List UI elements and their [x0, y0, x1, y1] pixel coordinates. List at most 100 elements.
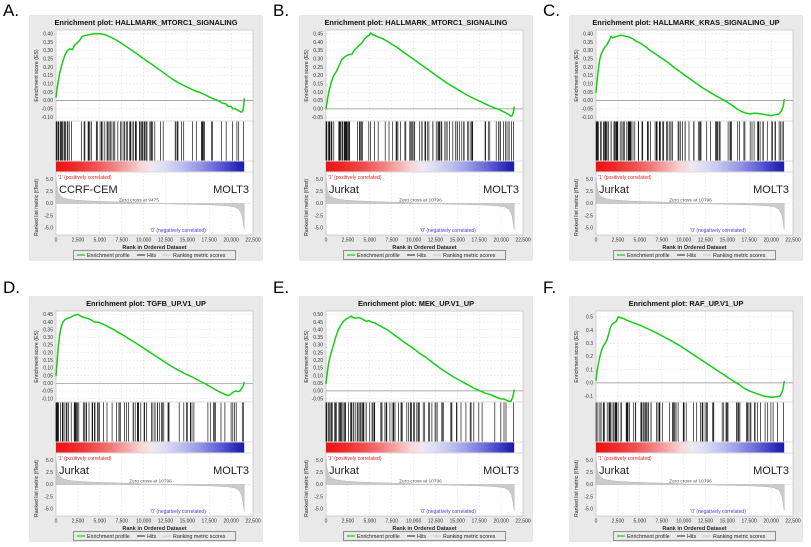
- es-tick-label: 0.00: [313, 107, 323, 113]
- es-tick-label: 0.35: [43, 40, 53, 46]
- zero-cross-label: Zero cross at 10796: [399, 198, 442, 204]
- es-tick-label: 0.40: [583, 31, 593, 37]
- enrichment-profile-curve: [55, 313, 245, 397]
- panel-title: Enrichment plot: HALLMARK_KRAS_SIGNALING…: [592, 18, 780, 27]
- x-tick-label: 20,000: [493, 519, 509, 525]
- es-tick-label: 0.00: [43, 98, 53, 104]
- legend-hits-label: Hits: [687, 253, 696, 259]
- metric-tick-label: 0.0: [46, 201, 53, 207]
- es-tick-label: 0.20: [313, 358, 323, 364]
- es-tick-label: 0.15: [43, 73, 53, 79]
- es-tick-label: 0.00: [313, 389, 323, 395]
- x-tick-label: 2,500: [72, 519, 85, 525]
- x-tick-label: 0: [325, 238, 328, 244]
- negatively-correlated-label: '0' (negatively correlated): [690, 228, 746, 234]
- es-tick-label: 0.00: [583, 98, 593, 104]
- es-tick-label: 0.35: [313, 48, 323, 54]
- metric-tick-label: 2.5: [586, 189, 593, 195]
- x-tick-label: 22,500: [245, 519, 261, 525]
- panel-cell-f: F. Enrichment plot: RAF_UP.V1_UP 0.5 0.4 0…: [540, 273, 811, 546]
- correlation-gradient-bar: [56, 442, 245, 453]
- x-tick-label: 15,000: [180, 238, 196, 244]
- x-tick-label: 5,000: [364, 238, 377, 244]
- metric-axis-title: Ranked list metric (tTest): [304, 179, 310, 236]
- legend-enrichment-label: Enrichment profile: [87, 534, 130, 540]
- es-tick-label: 0.40: [43, 31, 53, 37]
- legend-hits-label: Hits: [417, 534, 426, 540]
- left-phenotype-label: CCRF-CEM: [59, 184, 118, 196]
- x-axis-title: Rank in Ordered Dataset: [392, 245, 456, 251]
- right-phenotype-label: MOLT3: [483, 465, 519, 477]
- legend-hits-label: Hits: [687, 534, 696, 540]
- x-tick-label: 15,000: [450, 519, 466, 525]
- es-tick-label: 0.25: [313, 65, 323, 71]
- enrichment-profile-curve: [325, 32, 515, 118]
- es-tick-label: 0.25: [43, 57, 53, 63]
- legend-metric-label: Ranking metric scores: [713, 253, 766, 259]
- metric-tick-label: 2.5: [316, 470, 323, 476]
- zero-cross-label: Zero cross at 10796: [129, 479, 172, 485]
- x-tick-label: 22,500: [785, 519, 801, 525]
- x-axis-title: Rank in Ordered Dataset: [662, 526, 726, 532]
- positively-correlated-label: '1' (positively correlated): [328, 456, 382, 462]
- x-tick-label: 17,500: [742, 519, 758, 525]
- es-tick-label: 0.15: [583, 73, 593, 79]
- legend-metric-label: Ranking metric scores: [713, 534, 766, 540]
- metric-tick-label: 5.0: [46, 177, 53, 183]
- enrichment-chart: 0.450.400.350.300.250.200.150.100.050.00…: [304, 29, 531, 260]
- x-tick-label: 12,500: [158, 238, 174, 244]
- left-phenotype-label: Jurkat: [329, 184, 359, 196]
- es-tick-label: 0.15: [313, 366, 323, 372]
- panel-letter: C.: [543, 1, 560, 20]
- ranking-metric-area: [325, 459, 515, 511]
- enrichment-plot-panel: Enrichment plot: HALLMARK_MTORC1_SIGNALI…: [30, 16, 262, 260]
- es-tick-label: 0.00: [43, 381, 53, 387]
- x-tick-label: 12,500: [428, 238, 444, 244]
- es-tick-label: 0.20: [43, 65, 53, 71]
- es-tick-label: 0.05: [583, 90, 593, 96]
- x-tick-label: 5,000: [634, 519, 647, 525]
- es-tick-label: 0.5: [586, 315, 593, 321]
- ranking-metric-area: [325, 178, 515, 230]
- negatively-correlated-label: '0' (negatively correlated): [150, 509, 206, 515]
- x-tick-label: 2,500: [612, 519, 625, 525]
- legend-metric-label: Ranking metric scores: [173, 253, 226, 259]
- enrichment-profile-curve: [55, 33, 245, 113]
- metric-axis-title: Ranked list metric (tTest): [34, 460, 40, 517]
- correlation-gradient-bar: [56, 161, 245, 172]
- metric-tick-label: 5.0: [46, 458, 53, 464]
- es-tick-label: 0.30: [43, 335, 53, 341]
- x-tick-label: 7,500: [655, 238, 668, 244]
- zero-cross-label: Zero cross at 10796: [669, 479, 712, 485]
- es-tick-label: 0.20: [583, 65, 593, 71]
- x-tick-label: 17,500: [472, 238, 488, 244]
- enrichment-plot-panel: Enrichment plot: TGFB_UP.V1_UP 0.45 0.40 0…: [30, 297, 262, 541]
- ranking-metric-area: [55, 178, 245, 230]
- x-tick-label: 5,000: [634, 238, 647, 244]
- metric-tick-label: -5.0: [44, 506, 53, 512]
- x-tick-label: 20,000: [223, 519, 239, 525]
- x-tick-label: 0: [595, 519, 598, 525]
- panel-letter: E.: [273, 278, 290, 297]
- legend-enrichment-label: Enrichment profile: [357, 253, 400, 259]
- es-tick-label: 0.20: [313, 73, 323, 79]
- x-tick-label: 20,000: [223, 238, 239, 244]
- legend-box: [613, 250, 776, 260]
- es-axis-title: Enrichment score (ES): [574, 49, 580, 101]
- x-tick-label: 0: [595, 238, 598, 244]
- es-tick-label: -0.05: [42, 107, 54, 113]
- x-tick-label: 12,500: [698, 519, 714, 525]
- x-tick-label: 5,000: [94, 238, 107, 244]
- es-tick-label: 0.25: [583, 57, 593, 63]
- positively-correlated-label: '1' (positively correlated): [598, 175, 652, 181]
- metric-tick-label: -5.0: [584, 225, 593, 231]
- panel-cell-e: E. Enrichment plot: MEK_UP.V1_UP 0.50 0.4…: [270, 273, 540, 546]
- metric-tick-label: 2.5: [46, 470, 53, 476]
- metric-tick-label: 5.0: [316, 458, 323, 464]
- panel-title: Enrichment plot: TGFB_UP.V1_UP: [86, 299, 206, 308]
- x-tick-label: 20,000: [493, 238, 509, 244]
- es-tick-label: 0.2: [586, 354, 593, 360]
- es-axis-title: Enrichment score (ES): [34, 49, 40, 101]
- enrichment-chart: 0.5 0.4 0.3 0.2 0.1 0.0 -0.1 5.0 2.5 0.0 -2.5 -5.0 '…: [574, 310, 801, 541]
